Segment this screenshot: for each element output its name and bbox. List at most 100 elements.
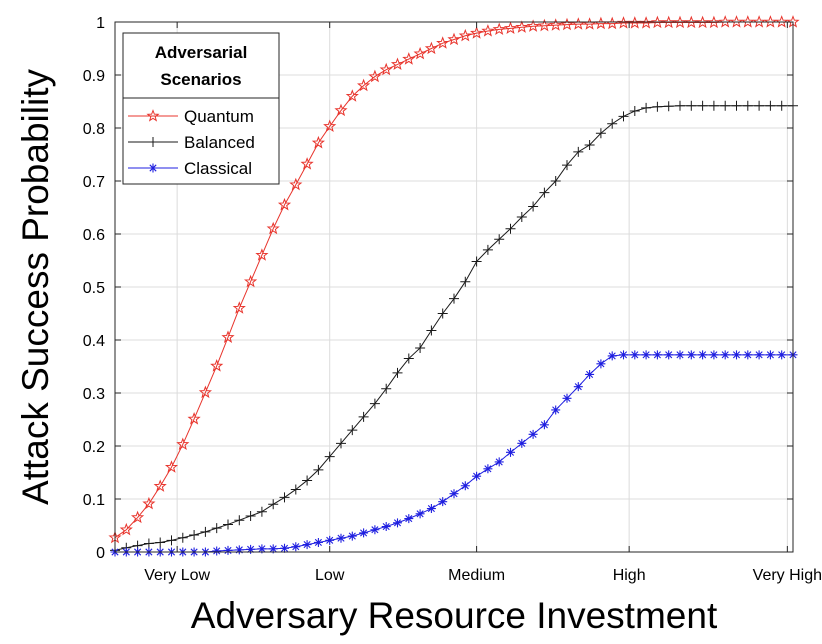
asterisk-marker xyxy=(619,350,628,360)
star-marker xyxy=(492,22,506,36)
star-marker xyxy=(447,32,461,46)
x-tick-label: Very Low xyxy=(144,567,210,584)
star-marker xyxy=(232,301,246,314)
y-tick-label: 0.3 xyxy=(83,386,105,403)
plus-marker xyxy=(652,101,663,112)
star-marker xyxy=(729,15,744,28)
star-marker xyxy=(662,15,676,29)
star-marker xyxy=(526,19,540,32)
plus-marker xyxy=(200,526,211,537)
star-marker xyxy=(187,412,201,425)
series-quantum xyxy=(108,15,800,544)
star-marker xyxy=(146,109,160,122)
plus-marker xyxy=(166,535,177,546)
plus-marker xyxy=(686,100,697,111)
plus-marker xyxy=(392,367,403,378)
star-marker xyxy=(311,135,325,149)
asterisk-marker xyxy=(449,489,459,499)
plus-marker xyxy=(618,111,629,122)
star-marker xyxy=(357,78,371,92)
asterisk-marker xyxy=(630,350,640,360)
plus-marker xyxy=(211,523,222,534)
star-marker xyxy=(153,479,167,492)
star-marker xyxy=(696,15,710,29)
legend-label: Balanced xyxy=(184,133,255,152)
plus-marker xyxy=(528,201,539,212)
asterisk-marker xyxy=(472,471,482,481)
star-marker xyxy=(345,89,359,102)
star-marker xyxy=(323,119,337,133)
asterisk-marker xyxy=(415,509,425,519)
star-marker xyxy=(402,52,416,65)
asterisk-marker xyxy=(246,544,256,554)
star-marker xyxy=(221,330,235,343)
plus-marker xyxy=(148,137,158,147)
asterisk-marker xyxy=(641,350,651,360)
asterisk-marker xyxy=(257,544,267,554)
star-marker xyxy=(763,15,777,28)
star-marker xyxy=(639,16,653,29)
plus-marker xyxy=(505,223,516,234)
plus-marker xyxy=(268,499,279,510)
star-marker xyxy=(628,16,642,29)
plus-marker xyxy=(641,102,652,113)
plus-marker xyxy=(494,234,505,245)
x-tick-label: Low xyxy=(315,567,345,584)
star-marker xyxy=(119,522,133,536)
y-tick-label: 0.8 xyxy=(83,121,105,138)
axis-ticks: 0 0.1 0.2 0.3 0.4 0.5 0.6 0.7 0.8 0.9 1 Very Low Low… xyxy=(83,15,822,584)
star-marker xyxy=(198,385,212,399)
asterisk-marker xyxy=(506,447,515,457)
x-tick-label: Medium xyxy=(448,567,505,584)
star-marker xyxy=(775,15,789,28)
asterisk-marker xyxy=(709,350,719,360)
plus-marker xyxy=(742,100,753,111)
star-marker xyxy=(300,157,314,170)
plus-marker xyxy=(720,100,731,111)
asterisk-marker xyxy=(539,420,549,430)
plus-marker xyxy=(302,475,313,486)
plus-marker xyxy=(731,100,742,111)
asterisk-marker xyxy=(494,457,504,467)
asterisk-marker xyxy=(393,518,402,528)
asterisk-marker xyxy=(596,359,606,369)
asterisk-marker xyxy=(517,438,527,448)
asterisk-marker xyxy=(234,545,244,555)
y-tick-label: 0.9 xyxy=(83,68,105,85)
y-tick-label: 0 xyxy=(96,545,105,562)
star-marker xyxy=(379,62,393,76)
y-axis-label: Attack Success Probability xyxy=(15,69,56,505)
star-marker xyxy=(289,177,303,191)
star-marker xyxy=(537,18,551,32)
star-marker xyxy=(424,41,438,55)
star-marker xyxy=(131,510,145,524)
plus-marker xyxy=(629,106,640,117)
y-tick-label: 0.5 xyxy=(83,280,105,297)
asterisk-marker xyxy=(148,163,158,173)
star-marker xyxy=(210,359,224,372)
plus-marker xyxy=(415,342,426,353)
asterisk-marker xyxy=(370,525,380,535)
plus-marker xyxy=(754,100,765,111)
plus-marker xyxy=(708,100,719,111)
plus-marker xyxy=(358,411,369,422)
plus-marker xyxy=(573,146,584,157)
star-marker xyxy=(368,69,382,83)
plus-marker xyxy=(177,532,188,543)
star-marker xyxy=(718,15,732,28)
star-marker xyxy=(503,21,518,34)
series-classical xyxy=(110,350,798,557)
star-marker xyxy=(707,15,721,29)
series-layer xyxy=(108,15,800,557)
legend-label: Classical xyxy=(184,159,252,178)
y-tick-label: 0.2 xyxy=(83,439,105,456)
asterisk-marker xyxy=(551,405,561,415)
plus-marker xyxy=(324,451,335,462)
plus-marker xyxy=(539,187,550,198)
star-marker xyxy=(684,15,698,29)
plus-marker xyxy=(189,530,200,541)
plus-marker xyxy=(697,100,708,111)
star-marker xyxy=(277,197,292,211)
asterisk-marker xyxy=(302,540,312,550)
star-marker xyxy=(255,248,269,261)
